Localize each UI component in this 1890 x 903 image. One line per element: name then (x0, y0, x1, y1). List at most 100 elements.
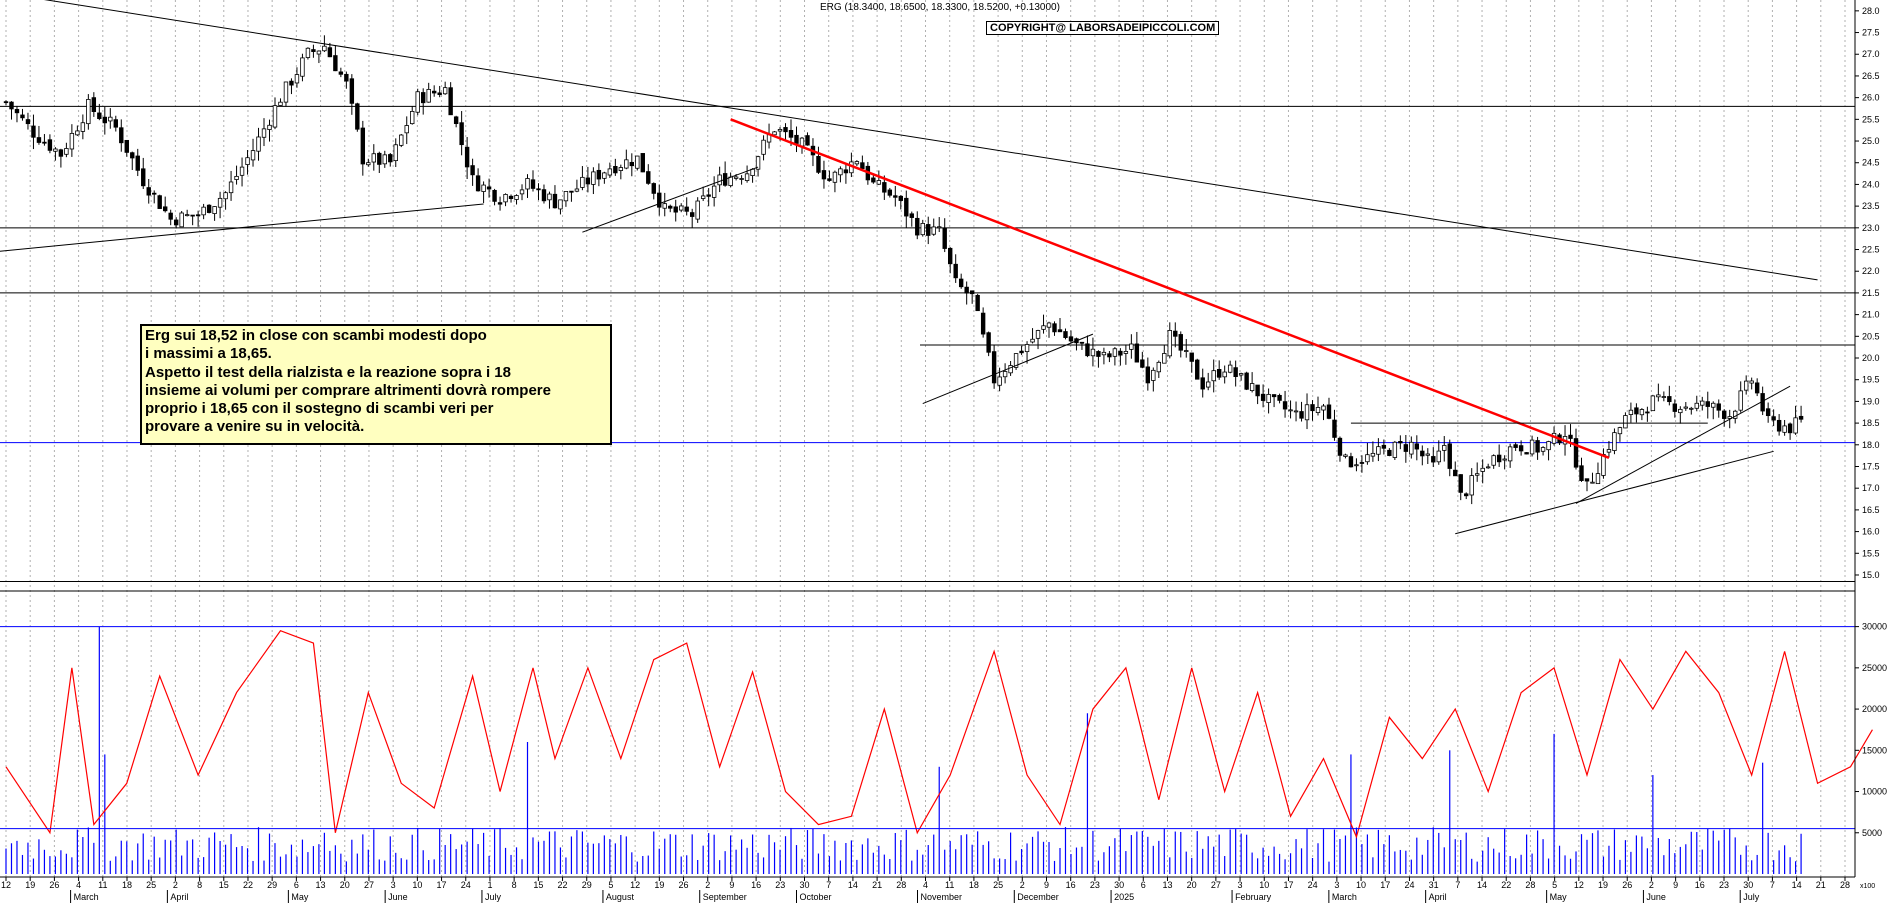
month-label: July (1743, 892, 1760, 902)
candle-up (1507, 446, 1513, 462)
tick-label: 20000 (1862, 704, 1887, 714)
day-label: 15 (533, 880, 543, 890)
month-label: 2025 (1114, 892, 1134, 902)
candle-down (130, 152, 135, 159)
candle-up (580, 176, 585, 188)
tick-label: 23.0 (1862, 223, 1880, 233)
trendline (582, 166, 759, 233)
candle-down (805, 135, 810, 146)
candle-up (574, 188, 580, 192)
tick-label: 20.0 (1862, 353, 1880, 363)
candle-up (503, 194, 508, 203)
candle-down (1518, 445, 1524, 452)
candle-up (728, 176, 733, 186)
candle-up (481, 184, 486, 192)
candle-down (492, 189, 497, 202)
candle-up (1304, 404, 1310, 421)
candle-up (1749, 380, 1754, 384)
candle-up (1222, 371, 1227, 378)
candle-down (25, 119, 31, 125)
trendline (0, 203, 484, 252)
candle-down (1414, 443, 1420, 450)
candle-down (36, 137, 42, 143)
day-label: 13 (1162, 880, 1172, 890)
candle-up (635, 155, 640, 169)
candle-down (640, 153, 645, 173)
candle-up (1343, 454, 1348, 457)
day-label: 11 (945, 880, 954, 890)
day-label: 2 (705, 880, 710, 890)
candle-up (442, 87, 448, 95)
tick-label: 17.0 (1862, 483, 1880, 493)
candle-up (1700, 400, 1705, 406)
candle-up (1502, 458, 1507, 461)
month-label: March (74, 892, 99, 902)
candle-down (113, 119, 118, 128)
tick-label: 22.0 (1862, 266, 1880, 276)
candle-up (382, 154, 387, 165)
candle-up (1590, 481, 1595, 484)
candle-down (1431, 456, 1436, 463)
candle-down (1145, 366, 1151, 384)
candle-up (558, 199, 563, 210)
day-label: 4 (923, 880, 928, 890)
candle-down (333, 55, 338, 72)
day-label: 5 (1552, 880, 1557, 890)
candle-up (1293, 410, 1299, 413)
candle-up (602, 172, 607, 179)
day-label: 14 (1477, 880, 1487, 890)
candle-up (799, 137, 805, 147)
day-label: 17 (1380, 880, 1390, 890)
day-label: 9 (729, 880, 734, 890)
candle-up (1370, 452, 1376, 457)
day-label: 8 (512, 880, 517, 890)
quote-header: ERG (18.3400, 18.6500, 18.3300, 18.5200,… (820, 2, 1060, 13)
candle-down (1496, 454, 1502, 463)
candle-up (1184, 350, 1189, 352)
candle-down (173, 219, 179, 226)
candle-down (1776, 419, 1782, 432)
candle-down (152, 192, 157, 195)
candle-down (882, 182, 887, 193)
day-label: 4 (76, 880, 81, 890)
tick-label: 26.5 (1862, 71, 1880, 81)
candle-up (1683, 406, 1689, 409)
candle-down (91, 97, 97, 112)
candle-down (1535, 440, 1540, 453)
candle-up (772, 131, 777, 136)
candle-down (986, 332, 991, 353)
note-line: insieme ai volumi per comprare altriment… (145, 381, 551, 399)
tick-label: 20.5 (1862, 331, 1880, 341)
candle-up (717, 174, 722, 186)
candle-down (904, 197, 909, 217)
candle-up (212, 206, 217, 214)
day-label: 21 (1816, 880, 1826, 890)
candle-up (75, 130, 80, 136)
candle-up (777, 129, 783, 132)
trendline (730, 118, 1610, 459)
candle-up (86, 99, 91, 125)
candle-down (508, 195, 514, 199)
month-label: February (1235, 892, 1272, 902)
candle-up (1090, 348, 1096, 357)
candle-up (1392, 441, 1398, 458)
candle-down (1200, 377, 1205, 390)
candle-up (1354, 464, 1359, 467)
candle-up (1485, 466, 1491, 469)
candle-up (1030, 338, 1035, 343)
candle-up (1601, 454, 1606, 476)
tick-label: 27.0 (1862, 49, 1880, 59)
candle-up (1129, 343, 1134, 350)
candle-down (689, 212, 695, 217)
candle-down (1337, 437, 1343, 456)
candle-down (157, 195, 162, 209)
candle-up (1206, 381, 1211, 388)
candle-up (1024, 344, 1030, 353)
candle-up (854, 161, 860, 165)
candle-up (1469, 475, 1474, 496)
candle-up (1623, 415, 1628, 429)
oscillator-line (5, 630, 1873, 839)
day-label: 29 (267, 880, 277, 890)
candle-up (1612, 432, 1617, 451)
